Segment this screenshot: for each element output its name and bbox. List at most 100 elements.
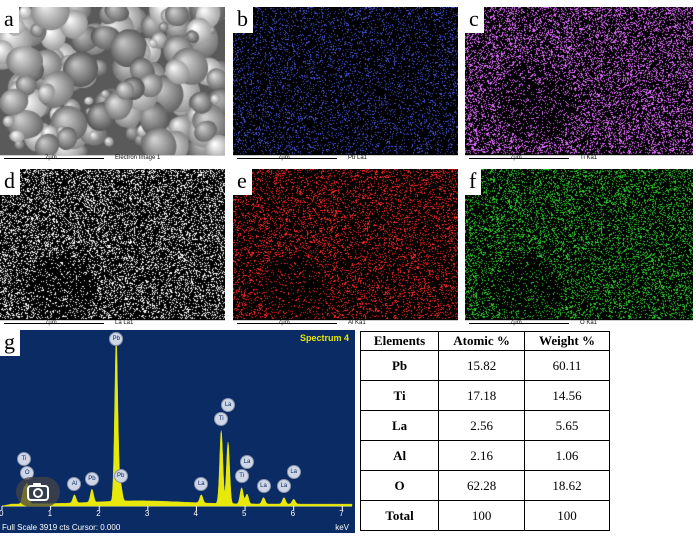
la-element-map [0, 169, 225, 327]
peak-label: La [221, 398, 236, 413]
x-tick-label: 1 [47, 509, 53, 518]
peak-label: Ti [234, 468, 249, 483]
scale-bar-label: 7µm [45, 320, 57, 326]
eds-spectrum-panel: Spectrum 4 O Ti Al Pb Pb Pb Ti La La Ti La La La La 0… [0, 330, 355, 533]
element-cell: Pb [359, 350, 440, 381]
atomic-cell: 100 [438, 500, 526, 531]
spectrum-footer: Full Scale 3919 cts Cursor: 0.000 [2, 523, 121, 532]
x-tick-label: 5 [242, 509, 247, 518]
table-header-row: Elements Atomic % Weight % [359, 331, 610, 351]
scale-bar-strip [465, 155, 693, 162]
scale-bar-line [237, 323, 337, 324]
scale-bar-strip [233, 320, 458, 327]
scale-bar-strip [0, 320, 225, 327]
element-cell: O [359, 470, 440, 501]
table-row: O 62.28 18.62 [359, 470, 610, 501]
scale-bar-label: 7µm [278, 320, 290, 326]
panel-tag-c: c [465, 7, 484, 33]
scale-bar-strip [0, 155, 225, 162]
spectrum-title: Spectrum 4 [299, 333, 349, 343]
panel-tag-g: g [0, 330, 20, 356]
scale-bar-line [4, 323, 104, 324]
panel-caption: Pb La1 [348, 155, 368, 161]
panel-tag-a: a [0, 7, 19, 33]
panel-tag-d: d [0, 169, 20, 195]
peak-label: La [256, 478, 271, 493]
peak-label: La [194, 477, 209, 492]
atomic-cell: 2.16 [438, 440, 526, 471]
pb-map-panel: 7µm Pb La1 b [233, 7, 458, 162]
header-atomic: Atomic % [438, 331, 526, 351]
spectrum-plot [1, 343, 353, 510]
peak-label: Pb [109, 332, 124, 346]
scale-bar-label: 7µm [510, 155, 522, 161]
sem-image-panel: 7µm Electron Image 1 a [0, 7, 225, 162]
table-row: La 2.56 5.65 [359, 410, 610, 441]
atomic-cell: 17.18 [438, 380, 526, 411]
table-row: Total 100 100 [359, 500, 610, 531]
element-cell: Al [359, 440, 440, 471]
table-row: Al 2.16 1.06 [359, 440, 610, 471]
panel-caption: O Ka1 [580, 320, 598, 326]
la-map-panel: 7µm La La1 d [0, 169, 225, 327]
scale-bar-strip [233, 155, 458, 162]
ti-element-map [465, 7, 693, 162]
composition-table: Elements Atomic % Weight % Pb 15.82 60.1… [359, 331, 610, 531]
scale-bar-line [4, 158, 104, 159]
peak-label: La [240, 454, 254, 469]
x-tick-label: 0 [0, 509, 4, 518]
weight-cell: 5.65 [524, 410, 610, 441]
scale-bar-strip [465, 320, 693, 327]
header-elements: Elements [359, 331, 440, 351]
sem-micrograph [0, 7, 225, 162]
panel-caption: Electron Image 1 [115, 155, 161, 161]
o-map-panel: 7µm O Ka1 f [465, 169, 693, 327]
weight-cell: 18.62 [524, 470, 610, 501]
peak-label: Al [67, 477, 82, 492]
weight-cell: 14.56 [524, 380, 610, 411]
panel-tag-f: f [465, 169, 482, 195]
x-tick-label: 7 [339, 509, 344, 518]
weight-cell: 1.06 [524, 440, 610, 471]
weight-cell: 100 [524, 500, 610, 531]
x-tick-label: 2 [96, 509, 101, 518]
o-element-map [465, 169, 693, 327]
al-element-map [233, 169, 458, 327]
panel-tag-b: b [233, 7, 253, 33]
panel-caption: Al Ka1 [348, 320, 366, 326]
camera-icon[interactable] [16, 477, 60, 507]
panel-tag-e: e [233, 169, 252, 195]
atomic-cell: 15.82 [438, 350, 526, 381]
atomic-cell: 2.56 [438, 410, 526, 441]
x-axis-unit: keV [335, 523, 349, 532]
atomic-cell: 62.28 [438, 470, 526, 501]
panel-caption: Ti Ka1 [580, 155, 598, 161]
peak-label: Pb [113, 468, 128, 483]
x-tick-label: 4 [193, 509, 198, 518]
peak-label: La [276, 478, 291, 493]
element-cell: Ti [359, 380, 440, 411]
element-cell: La [359, 410, 440, 441]
scale-bar-label: 7µm [510, 320, 522, 326]
scale-bar-line [469, 158, 569, 159]
peak-label: Ti [214, 412, 229, 427]
al-map-panel: 7µm Al Ka1 e [233, 169, 458, 327]
header-weight: Weight % [524, 331, 610, 351]
spectrum-trace [1, 343, 353, 507]
peak-label: Pb [84, 472, 99, 487]
peak-label: La [286, 464, 301, 479]
camera-glyph [27, 483, 49, 501]
table-row: Pb 15.82 60.11 [359, 350, 610, 381]
table-row: Ti 17.18 14.56 [359, 380, 610, 411]
panel-caption: La La1 [115, 320, 134, 326]
scale-bar-line [469, 323, 569, 324]
x-tick-label: 3 [144, 509, 150, 518]
x-tick-label: 6 [290, 509, 296, 518]
ti-map-panel: 7µm Ti Ka1 c [465, 7, 693, 162]
pb-element-map [233, 7, 458, 162]
weight-cell: 60.11 [524, 350, 610, 381]
scale-bar-label: 7µm [45, 155, 57, 161]
peak-label: Ti [16, 451, 31, 466]
scale-bar-label: 7µm [278, 155, 290, 161]
element-cell: Total [359, 500, 440, 531]
